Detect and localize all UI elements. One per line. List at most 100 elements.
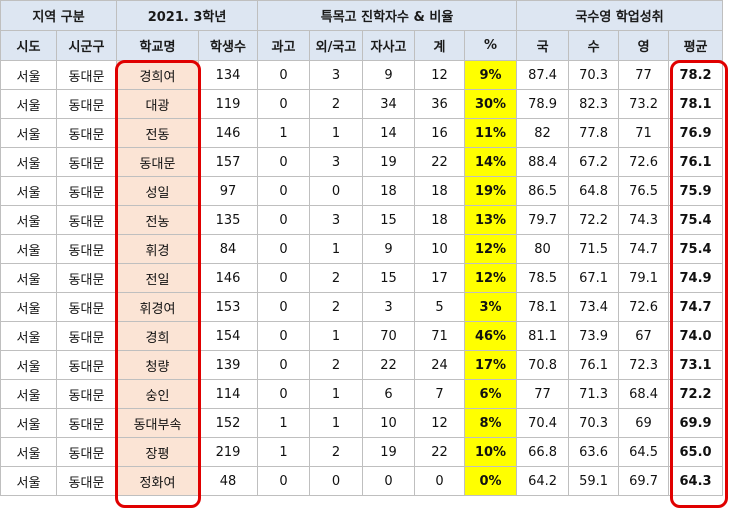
col-header-avg: 평균	[668, 30, 724, 61]
cell-private: 18	[362, 176, 415, 206]
cell-sci: 0	[257, 60, 310, 90]
table-row: 서울 동대문 경희여 134 0 3 9 12 9% 87.4 70.3 77 78.2	[0, 60, 724, 90]
cell-math: 59.1	[568, 466, 620, 496]
cell-pct: 9%	[463, 60, 518, 90]
cell-avg: 64.3	[668, 466, 724, 496]
cell-pct: 30%	[463, 89, 518, 119]
col-header-pct: %	[463, 30, 518, 61]
cell-avg: 73.1	[668, 350, 724, 380]
cell-avg: 75.9	[668, 176, 724, 206]
cell-eng: 72.6	[618, 292, 670, 322]
table-row: 서울 동대문 숭인 114 0 1 6 7 6% 77 71.3 68.4 72.2	[0, 379, 724, 409]
cell-students: 152	[198, 408, 258, 438]
cell-kor: 70.4	[516, 408, 570, 438]
table-row: 서울 동대문 대광 119 0 2 34 36 30% 78.9 82.3 73.2 78.1	[0, 89, 724, 119]
cell-school: 청량	[116, 350, 199, 380]
cell-sci: 0	[257, 292, 310, 322]
cell-total: 12	[414, 408, 465, 438]
cell-students: 114	[198, 379, 258, 409]
cell-private: 15	[362, 263, 415, 293]
cell-math: 73.4	[568, 292, 620, 322]
col-header-school: 학교명	[116, 30, 199, 61]
cell-eng: 74.3	[618, 205, 670, 235]
cell-students: 134	[198, 60, 258, 90]
cell-sigungu: 동대문	[56, 408, 117, 438]
table-row: 서울 동대문 전농 135 0 3 15 18 13% 79.7 72.2 74.3 75.4	[0, 205, 724, 235]
cell-sigungu: 동대문	[56, 118, 117, 148]
cell-foreign: 1	[309, 321, 363, 351]
cell-sci: 0	[257, 205, 310, 235]
cell-foreign: 2	[309, 350, 363, 380]
cell-school: 전농	[116, 205, 199, 235]
region-group-header: 지역 구분	[0, 0, 117, 31]
cell-school: 성일	[116, 176, 199, 206]
cell-kor: 78.9	[516, 89, 570, 119]
cell-school: 경희여	[116, 60, 199, 90]
cell-math: 72.2	[568, 205, 620, 235]
cell-foreign: 1	[309, 118, 363, 148]
cell-sido: 서울	[0, 321, 57, 351]
cell-total: 18	[414, 176, 465, 206]
cell-students: 154	[198, 321, 258, 351]
cell-students: 84	[198, 234, 258, 264]
cell-foreign: 1	[309, 408, 363, 438]
cell-private: 0	[362, 466, 415, 496]
cell-sigungu: 동대문	[56, 176, 117, 206]
special-school-group-header: 특목고 진학자수 & 비율	[256, 0, 518, 31]
cell-sigungu: 동대문	[56, 147, 117, 177]
cell-sci: 0	[257, 176, 310, 206]
cell-students: 219	[198, 437, 258, 467]
cell-private: 6	[362, 379, 415, 409]
table-row: 서울 동대문 휘경 84 0 1 9 10 12% 80 71.5 74.7 75.4	[0, 234, 724, 264]
cell-sigungu: 동대문	[56, 437, 117, 467]
cell-eng: 69	[618, 408, 670, 438]
column-header-row: 시도 시군구 학교명 학생수 과고 외/국고 자사고 계 % 국 수 영 평균	[0, 30, 724, 61]
cell-sigungu: 동대문	[56, 321, 117, 351]
cell-avg: 78.2	[668, 60, 724, 90]
cell-total: 16	[414, 118, 465, 148]
cell-school: 동대문	[116, 147, 199, 177]
cell-kor: 70.8	[516, 350, 570, 380]
cell-sido: 서울	[0, 466, 57, 496]
table-row: 서울 동대문 동대문 157 0 3 19 22 14% 88.4 67.2 72.6 76.1	[0, 147, 724, 177]
col-header-sido: 시도	[0, 30, 57, 61]
cell-school: 장평	[116, 437, 199, 467]
cell-foreign: 3	[309, 60, 363, 90]
cell-math: 64.8	[568, 176, 620, 206]
school-stats-table: 지역 구분 2021. 3학년 특목고 진학자수 & 비율 국수영 학업성취 시…	[0, 0, 724, 496]
cell-eng: 64.5	[618, 437, 670, 467]
cell-eng: 77	[618, 60, 670, 90]
table-row: 서울 동대문 동대부속 152 1 1 10 12 8% 70.4 70.3 69 69.9	[0, 408, 724, 438]
cell-sigungu: 동대문	[56, 205, 117, 235]
cell-pct: 10%	[463, 437, 518, 467]
cell-math: 70.3	[568, 408, 620, 438]
cell-students: 97	[198, 176, 258, 206]
cell-eng: 67	[618, 321, 670, 351]
cell-total: 71	[414, 321, 465, 351]
cell-kor: 64.2	[516, 466, 570, 496]
cell-private: 9	[362, 234, 415, 264]
cell-students: 146	[198, 118, 258, 148]
cell-sido: 서울	[0, 379, 57, 409]
cell-foreign: 0	[309, 176, 363, 206]
cell-students: 153	[198, 292, 258, 322]
cell-school: 정화여	[116, 466, 199, 496]
cell-school: 전일	[116, 263, 199, 293]
cell-kor: 79.7	[516, 205, 570, 235]
cell-avg: 78.1	[668, 89, 724, 119]
col-header-sci: 과고	[257, 30, 310, 61]
cell-avg: 69.9	[668, 408, 724, 438]
cell-math: 77.8	[568, 118, 620, 148]
cell-math: 63.6	[568, 437, 620, 467]
table-row: 서울 동대문 청량 139 0 2 22 24 17% 70.8 76.1 72.3 73.1	[0, 350, 724, 380]
cell-school: 숭인	[116, 379, 199, 409]
cell-students: 157	[198, 147, 258, 177]
cell-eng: 72.3	[618, 350, 670, 380]
cell-math: 73.9	[568, 321, 620, 351]
cell-avg: 74.0	[668, 321, 724, 351]
cell-kor: 78.5	[516, 263, 570, 293]
cell-sigungu: 동대문	[56, 350, 117, 380]
table-row: 서울 동대문 정화여 48 0 0 0 0 0% 64.2 59.1 69.7 64.3	[0, 466, 724, 496]
cell-eng: 71	[618, 118, 670, 148]
cell-private: 19	[362, 437, 415, 467]
